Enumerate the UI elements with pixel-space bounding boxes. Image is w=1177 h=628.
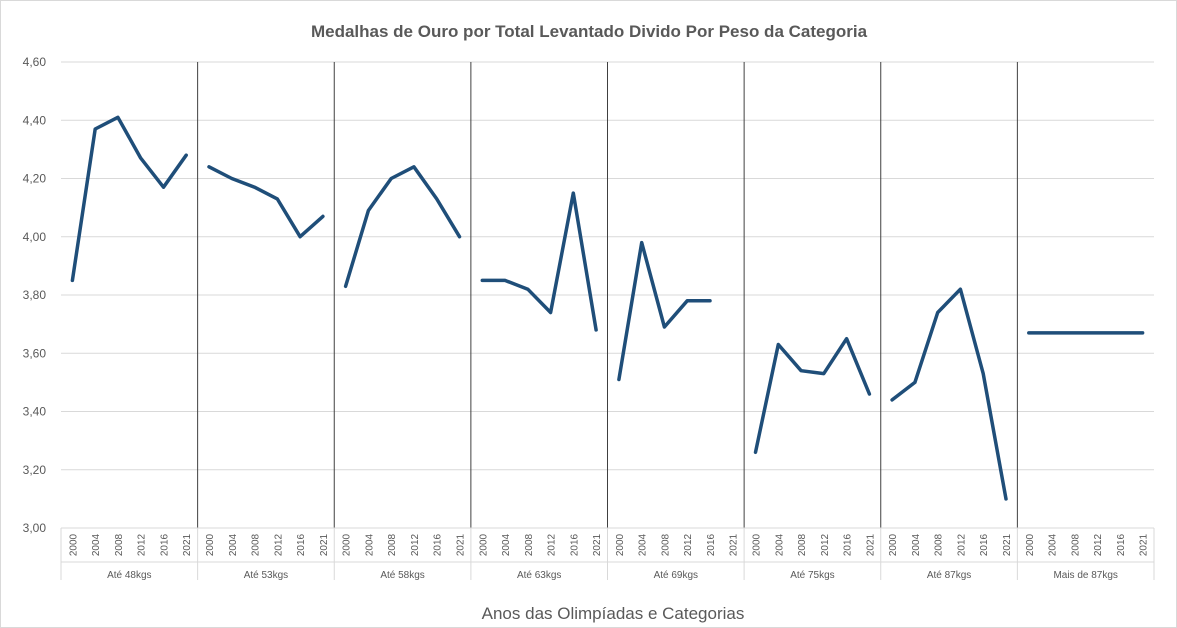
x-tick-label: 2000 [615,533,626,556]
x-tick-label: 2012 [683,533,694,556]
series-line [753,336,872,455]
x-tick-label: 2012 [956,533,967,556]
category-label: Até 75kgs [790,570,834,581]
x-tick-label: 2008 [524,533,535,556]
x-tick-label: 2021 [182,533,193,556]
x-tick-label: 2021 [592,533,603,556]
category-label: Mais de 87kgs [1053,570,1117,581]
x-tick-label: 2004 [91,533,102,556]
category-label: Até 53kgs [244,570,288,581]
category-label: Até 58kgs [380,570,424,581]
x-tick-label: 2021 [729,533,740,556]
x-tick-label: 2012 [547,533,558,556]
chart-title: Medalhas de Ouro por Total Levantado Div… [311,22,868,41]
x-tick-label: 2016 [159,533,170,556]
x-tick-label: 2004 [638,533,649,556]
x-tick-label: 2008 [387,533,398,556]
x-tick-label: 2000 [1025,533,1036,556]
x-tick-label: 2021 [1002,533,1013,556]
y-tick-label: 4,20 [23,172,47,186]
category-dividers [60,62,1155,580]
x-tick-label: 2008 [1070,533,1081,556]
x-tick-label: 2008 [934,533,945,556]
x-tick-label: 2004 [1048,533,1059,556]
x-tick-label: 2012 [273,533,284,556]
x-tick-label: 2021 [865,533,876,556]
series-lines [70,115,1145,501]
x-tick-label: 2004 [501,533,512,556]
y-tick-label: 4,60 [23,55,47,69]
category-label: Até 87kgs [927,570,971,581]
category-label: Até 69kgs [654,570,698,581]
x-tick-label: 2012 [820,533,831,556]
x-tick-label: 2008 [660,533,671,556]
x-tick-label: 2016 [569,533,580,556]
y-tick-label: 4,00 [23,230,47,244]
x-tick-label: 2000 [342,533,353,556]
series-line [207,165,325,239]
x-axis-label: Anos das Olimpíadas e Categorias [482,604,745,623]
x-tick-label: 2016 [1116,533,1127,556]
x-tick-label: 2000 [205,533,216,556]
category-labels: Até 48kgs Até 53kgs Até 58kgs Até 63kgs Até … [107,570,1118,581]
x-tick-label: 2021 [1139,533,1150,556]
y-tick-label: 4,40 [23,113,47,127]
x-tick-label: 2021 [455,533,466,556]
x-tick-label: 2021 [319,533,330,556]
y-tick-label: 3,60 [23,346,47,360]
series-line [890,287,1008,501]
x-tick-label: 2004 [774,533,785,556]
category-label: Até 48kgs [107,570,151,581]
x-tick-label: 2008 [251,533,262,556]
series-line [70,115,188,283]
x-tick-label: 2000 [888,533,899,556]
x-tick-label: 2004 [228,533,239,556]
x-tick-label: 2004 [364,533,375,556]
series-line [480,191,598,332]
x-tick-label: 2000 [752,533,763,556]
x-tick-label: 2012 [1093,533,1104,556]
x-tick-label: 2016 [296,533,307,556]
y-tick-label: 3,40 [23,405,47,419]
x-tick-label: 2012 [137,533,148,556]
category-label: Até 63kgs [517,570,561,581]
x-tick-label: 2000 [478,533,489,556]
series-line [617,240,712,382]
x-tick-label: 2008 [114,533,125,556]
y-tick-label: 3,80 [23,288,47,302]
x-tick-label: 2004 [911,533,922,556]
x-tick-label: 2000 [68,533,79,556]
x-tick-label: 2016 [843,533,854,556]
y-tick-label: 3,20 [23,463,47,477]
x-tick-label: 2016 [433,533,444,556]
y-tick-label: 3,00 [23,521,47,535]
x-tick-label: 2016 [979,533,990,556]
x-tick-label: 2008 [797,533,808,556]
x-tick-label: 2012 [410,533,421,556]
series-line [343,165,462,289]
y-axis-ticks: 3,00 3,20 3,40 3,60 3,80 4,00 4,20 4,40 4,60 [23,55,47,535]
x-axis-ticks: 2000 2004 2008 2012 2016 2021 2000 2004 2008 2012… [68,533,1149,556]
x-tick-label: 2016 [706,533,717,556]
